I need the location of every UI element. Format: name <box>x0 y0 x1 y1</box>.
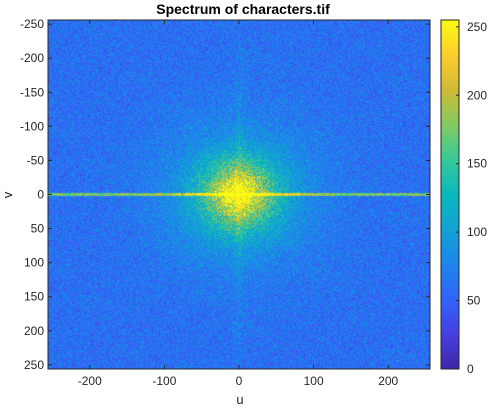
y-tick-label: -100 <box>20 119 44 133</box>
colorbar-gradient-container <box>441 20 459 369</box>
y-axis-label: v <box>0 191 15 198</box>
y-tick-label: -250 <box>20 17 44 31</box>
colorbar-tick-label: 250 <box>467 20 487 34</box>
y-tick-label: -50 <box>27 153 45 167</box>
colorbar-tick-label: 100 <box>467 225 487 239</box>
colorbar-tick-label: 0 <box>467 362 474 376</box>
x-tick-label: 100 <box>304 374 324 388</box>
x-tick-label: 0 <box>236 374 243 388</box>
y-tick-label: 200 <box>24 324 44 338</box>
y-tick-label: -200 <box>20 51 44 65</box>
y-tick-label: 50 <box>31 222 45 236</box>
x-tick-label: 200 <box>378 374 398 388</box>
colorbar-ticks: 0 50 100 150 200 250 <box>456 20 487 376</box>
x-tick-label: -200 <box>78 374 102 388</box>
y-tick-label: 100 <box>24 256 44 270</box>
x-axis-label: u <box>236 392 243 407</box>
x-axis: -200 -100 0 100 200 <box>78 20 399 388</box>
y-tick-label: 150 <box>24 290 44 304</box>
chart-title: Spectrum of characters.tif <box>156 1 330 17</box>
spectrum-heatmap <box>48 20 430 369</box>
y-tick-label: 0 <box>37 188 44 202</box>
colorbar-tick-label: 200 <box>467 88 487 102</box>
y-tick-label: -150 <box>20 85 44 99</box>
y-axis: -250 -200 -150 -100 -50 0 50 100 150 200 250 <box>20 17 430 372</box>
colorbar-tick-label: 50 <box>467 294 481 308</box>
y-tick-label: 250 <box>24 358 44 372</box>
colorbar-frame <box>440 19 460 370</box>
colorbar: 0 50 100 150 200 250 <box>440 19 487 376</box>
colorbar-tick-label: 150 <box>467 157 487 171</box>
x-tick-label: -100 <box>152 374 176 388</box>
colorbar-gradient <box>441 20 459 369</box>
heatmap-plot-area <box>47 19 431 370</box>
heatmap-image-container <box>48 20 430 369</box>
